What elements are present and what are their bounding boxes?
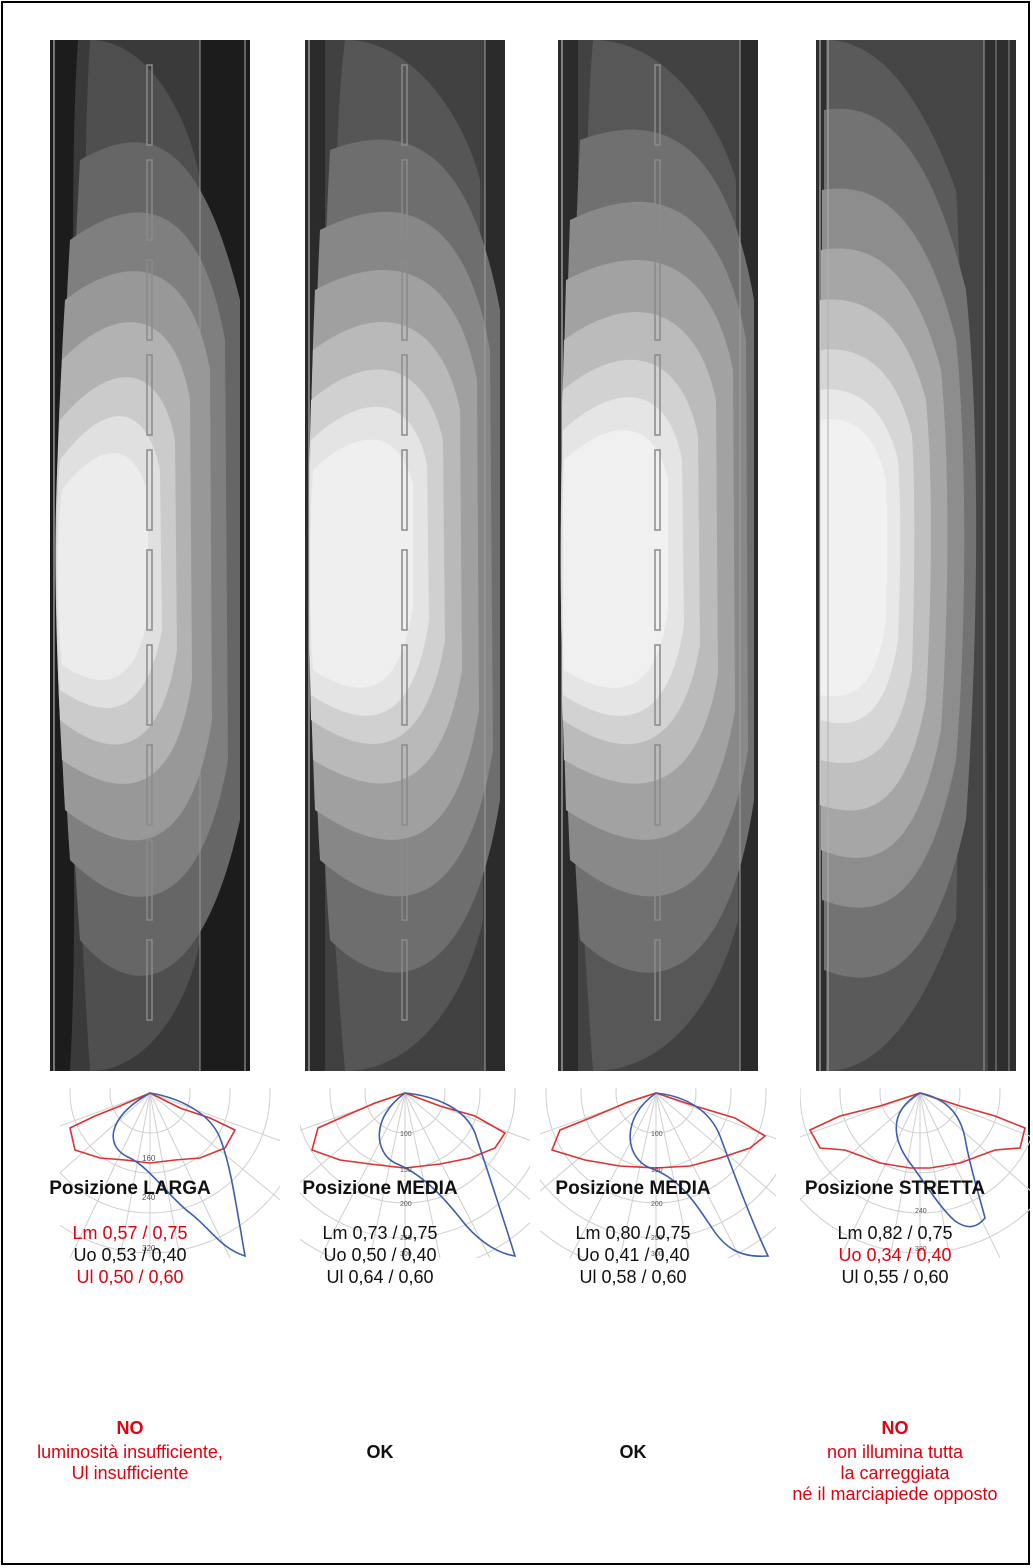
panel-media-1: 100 150 200 250 300 Posizione MEDIA Lm 0… (255, 0, 530, 1568)
metric-uo: Uo 0,34 / 0,40 (838, 1245, 952, 1265)
note-line: luminosità insufficiente, (37, 1442, 223, 1462)
metric-lm: Lm 0,57 / 0,75 (72, 1223, 188, 1243)
polar-label: 200 (400, 1201, 412, 1208)
polar-label: 240 (915, 1208, 927, 1215)
isoluminance-map (558, 40, 758, 1071)
metric-uo: Uo 0,53 / 0,40 (73, 1245, 187, 1265)
polar-label: 150 (400, 1167, 412, 1174)
panel-title: Posizione STRETTA (804, 1178, 986, 1199)
note-line: non illumina tutta (826, 1442, 964, 1462)
verdict: NO (881, 1418, 909, 1438)
verdict: NO (116, 1418, 144, 1438)
polar-label: 200 (651, 1201, 663, 1208)
panel-stretta: 240 320 Posizione STRETTA Lm 0,82 / 0,75… (770, 0, 1030, 1568)
polar-label: 250 (400, 1235, 412, 1242)
note-line: Ul insufficiente (71, 1463, 189, 1483)
polar-label: 300 (651, 1251, 663, 1258)
note-line: la carreggiata (840, 1463, 950, 1483)
verdict-note: luminosità insufficiente, Ul insufficien… (0, 1442, 265, 1484)
metric-uo: Uo 0,41 / 0,40 (576, 1245, 690, 1265)
panel-title: Posizione MEDIA (555, 1178, 711, 1199)
metric-ul: Ul 0,64 / 0,60 (326, 1267, 434, 1287)
polar-label: 100 (400, 1131, 412, 1138)
polar-label: 150 (651, 1167, 663, 1174)
polar-label: 320 (915, 1246, 927, 1253)
metric-lm: Lm 0,80 / 0,75 (575, 1223, 691, 1243)
polar-photometric-diagram: 240 320 (800, 1088, 1030, 1258)
metric-uo: Uo 0,50 / 0,40 (323, 1245, 437, 1265)
polar-label: 250 (651, 1235, 663, 1242)
polar-photometric-diagram: 100 150 200 250 300 (540, 1088, 776, 1258)
note-line: né il marciapiede opposto (792, 1484, 998, 1504)
isoluminance-map (816, 40, 1016, 1071)
metric-ul: Ul 0,58 / 0,60 (579, 1267, 687, 1287)
isoluminance-map (305, 40, 505, 1071)
verdict: OK (366, 1442, 394, 1462)
polar-photometric-diagram: 100 150 200 250 300 (300, 1088, 530, 1258)
metric-lm: Lm 0,82 / 0,75 (837, 1223, 953, 1243)
isoluminance-map (50, 40, 250, 1071)
polar-label: 160 (142, 1154, 156, 1163)
panel-title: Posizione MEDIA (302, 1178, 458, 1199)
polar-label: 320 (142, 1244, 156, 1253)
metric-lm: Lm 0,73 / 0,75 (322, 1223, 438, 1243)
panel-title: Posizione LARGA (49, 1178, 211, 1199)
polar-label: 100 (651, 1131, 663, 1138)
polar-label: 240 (142, 1193, 156, 1202)
verdict-note: non illumina tutta la carreggiata né il … (760, 1442, 1030, 1505)
panel-media-2: 100 150 200 250 300 Posizione MEDIA Lm 0… (508, 0, 776, 1568)
panel-larga: 160 240 320 Posizione LARGA Lm 0,57 / 0,… (5, 0, 280, 1568)
metric-ul: Ul 0,55 / 0,60 (841, 1267, 949, 1287)
polar-label: 300 (400, 1251, 412, 1258)
metric-ul: Ul 0,50 / 0,60 (76, 1267, 184, 1287)
verdict: OK (619, 1442, 647, 1462)
polar-photometric-diagram: 160 240 320 (60, 1088, 280, 1258)
